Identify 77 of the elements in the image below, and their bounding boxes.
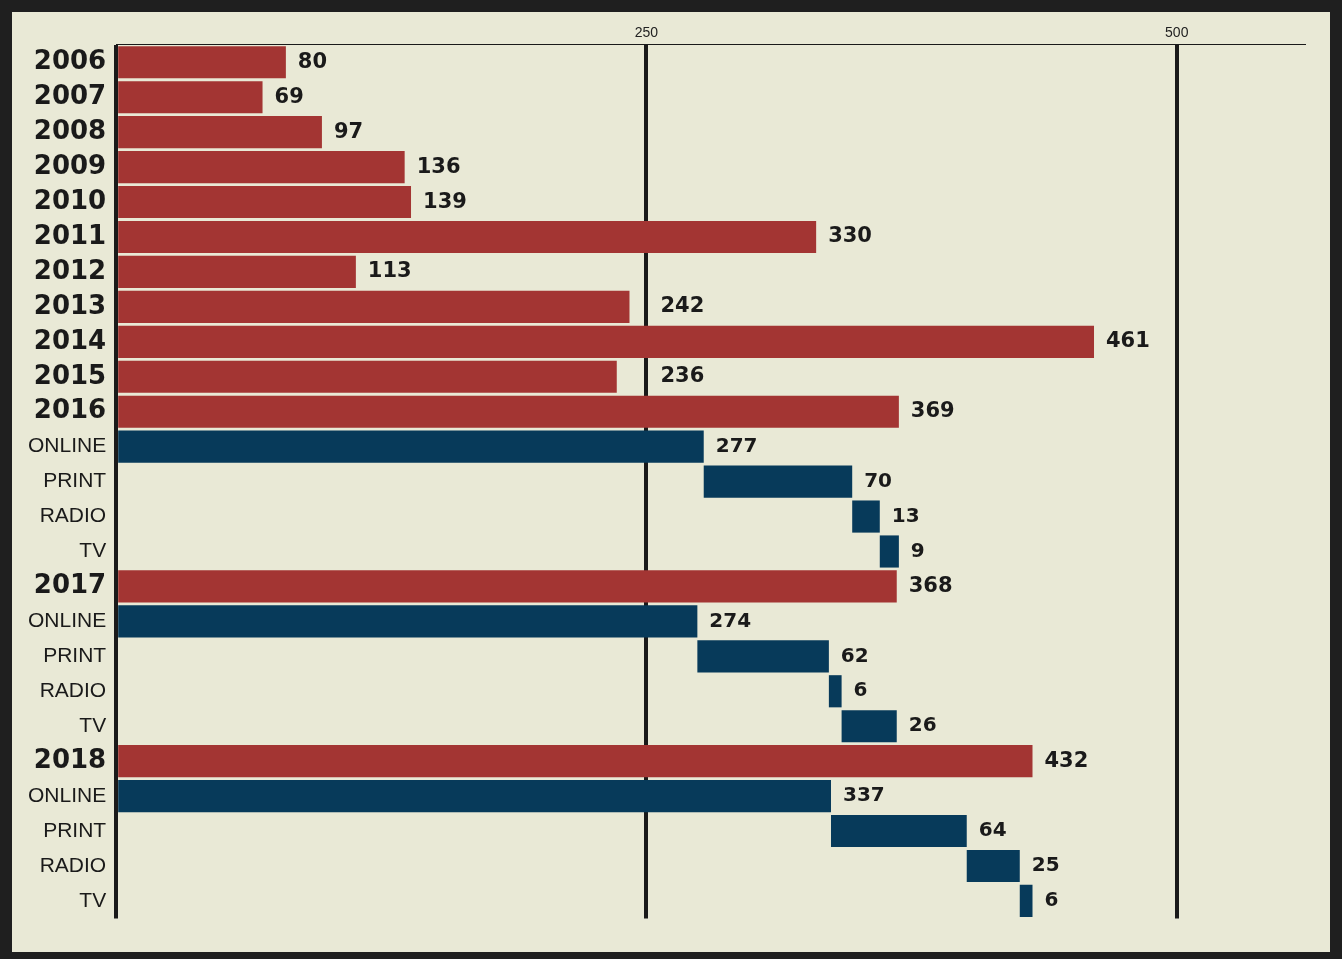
bar: [966, 849, 1020, 883]
data-label: 337: [843, 782, 885, 807]
data-label: 432: [1044, 747, 1089, 772]
bar: [118, 780, 831, 813]
y-tick-label: PRINT: [43, 643, 107, 667]
data-label: 274: [709, 607, 752, 632]
data-label: 25: [1031, 852, 1060, 877]
bar: [841, 710, 897, 743]
bar: [703, 465, 853, 498]
data-label: 236: [660, 363, 705, 388]
data-label: 461: [1106, 328, 1150, 353]
bar: [118, 185, 412, 219]
bar: [831, 814, 967, 848]
bar: [697, 640, 829, 673]
y-tick-label: 2012: [33, 254, 107, 285]
y-tick-label: ONLINE: [28, 782, 107, 806]
data-label: 26: [908, 712, 937, 737]
y-tick-label: 2016: [33, 394, 107, 425]
bar: [118, 255, 356, 289]
y-tick-label: RADIO: [39, 503, 107, 527]
bar: [118, 360, 617, 393]
y-tick-label: 2017: [33, 569, 107, 600]
bar: [118, 570, 897, 603]
bar: [118, 151, 405, 184]
y-tick-label: 2006: [33, 45, 107, 76]
bar: [118, 325, 1095, 358]
data-label: 136: [416, 153, 461, 178]
data-label: 62: [840, 642, 869, 667]
data-label: 369: [910, 398, 955, 423]
data-label: 9: [910, 537, 925, 562]
bar: [118, 605, 698, 638]
y-tick-label: 2014: [33, 324, 107, 355]
y-tick-label: 2018: [33, 743, 107, 774]
data-label: 13: [891, 502, 920, 527]
y-tick-label: TV: [79, 538, 107, 562]
data-label: 70: [864, 467, 893, 492]
y-tick-label: PRINT: [43, 468, 107, 492]
y-tick-label: ONLINE: [28, 433, 107, 457]
data-label: 368: [908, 572, 953, 597]
bar: [1019, 884, 1033, 917]
bar: [118, 116, 322, 149]
data-label: 69: [274, 83, 304, 108]
data-label: 6: [1044, 887, 1059, 912]
data-label: 330: [828, 223, 872, 248]
y-tick-label: PRINT: [43, 817, 107, 841]
data-label: 113: [367, 258, 412, 283]
y-tick-label: TV: [79, 887, 107, 911]
data-label: 277: [715, 432, 758, 457]
y-tick-label: 2009: [33, 149, 107, 180]
bar: [118, 430, 704, 463]
bar: [879, 535, 899, 568]
y-tick-label: 2013: [33, 289, 107, 320]
bar: [828, 675, 842, 708]
bar: [852, 500, 880, 533]
data-label: 80: [297, 48, 328, 73]
y-tick-label: 2011: [33, 219, 107, 250]
data-label: 6: [853, 677, 868, 702]
y-tick-label: 2015: [33, 359, 107, 390]
data-label: 242: [660, 293, 705, 318]
data-label: 139: [423, 188, 467, 213]
y-tick-label: TV: [79, 713, 107, 736]
bar: [118, 395, 899, 428]
bar: [118, 220, 817, 254]
y-tick-label: 2008: [33, 114, 107, 145]
data-label: 97: [333, 118, 364, 143]
y-tick-label: RADIO: [39, 852, 107, 876]
y-tick-label: RADIO: [39, 678, 107, 702]
x-tick-label: 250: [634, 24, 659, 41]
y-tick-label: 2007: [33, 79, 107, 110]
bar: [118, 46, 286, 79]
y-tick-label: ONLINE: [28, 608, 107, 632]
bar: [118, 81, 263, 114]
y-tick-label: 2010: [33, 184, 107, 215]
bar: [118, 745, 1033, 778]
bar: [118, 290, 630, 323]
x-tick-label: 500: [1165, 24, 1189, 41]
data-label: 64: [978, 817, 1007, 842]
